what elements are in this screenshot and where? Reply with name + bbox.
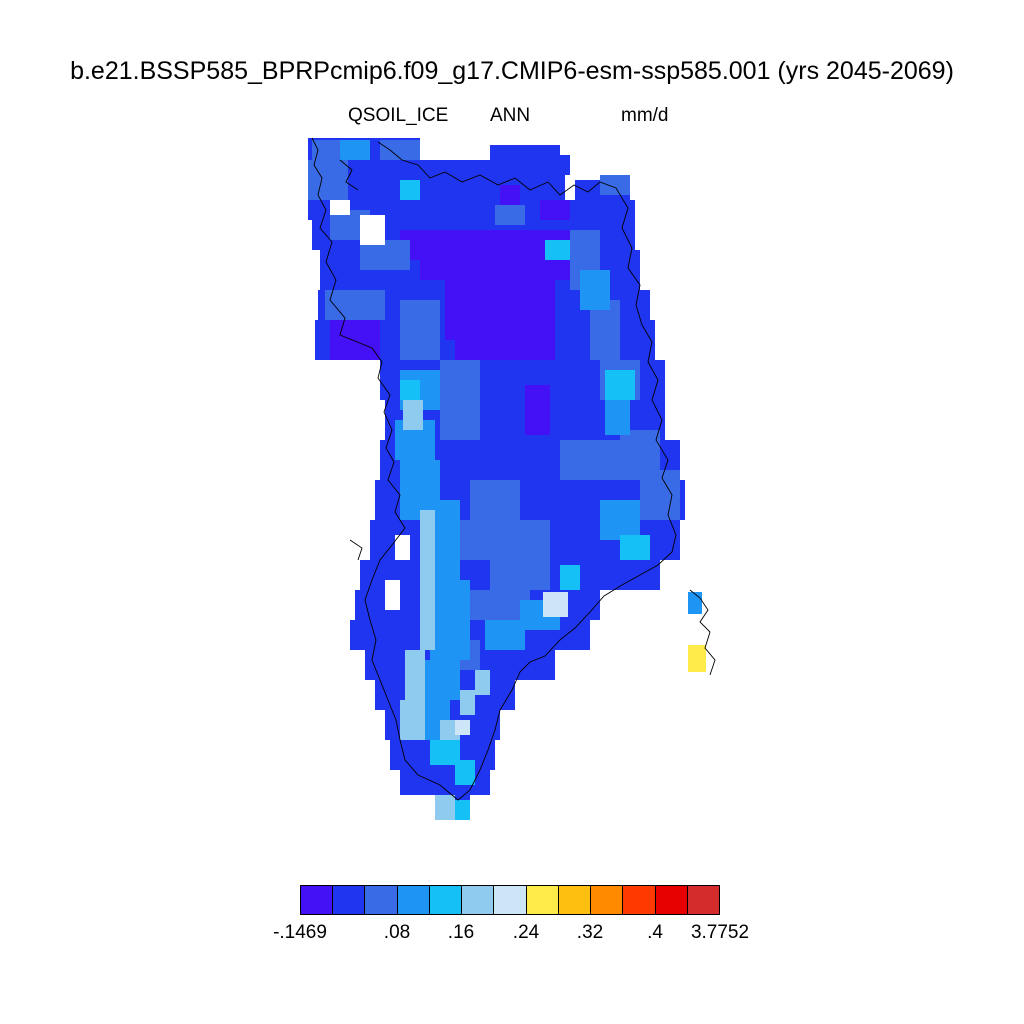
colorbar-label: .4 (647, 922, 663, 943)
map-cell (340, 140, 370, 160)
map-cell (555, 155, 570, 180)
map-cell (495, 205, 525, 225)
colorbar-swatch (429, 886, 463, 914)
map-cell (688, 645, 706, 672)
map-cell (445, 280, 555, 340)
map-cell (545, 240, 570, 260)
map-cell (435, 795, 455, 820)
map-cell (605, 395, 630, 435)
colorbar-swatch (397, 886, 430, 914)
colorbar-swatch (687, 886, 720, 914)
map-cell (420, 160, 570, 180)
map-cell (470, 480, 520, 520)
colorbar-swatch (462, 886, 495, 914)
colorbar-swatch (365, 886, 398, 914)
map-cell (500, 185, 520, 205)
map-cell (420, 660, 460, 700)
no-data-cell (330, 200, 350, 215)
colorbar-swatch (591, 886, 624, 914)
map-cell (400, 770, 490, 795)
map-cell (400, 300, 440, 360)
map-cell (620, 535, 650, 560)
coastline-segment (349, 539, 363, 561)
map-cell (420, 510, 435, 650)
no-data-cell (395, 535, 410, 560)
colorbar-label: .32 (576, 922, 604, 943)
colorbar (300, 885, 720, 915)
map-cell (543, 592, 568, 617)
map-cell (308, 160, 348, 200)
variable-label: QSOIL_ICE (348, 105, 449, 126)
map-cell (540, 200, 570, 220)
map-cell (560, 440, 620, 480)
colorbar-swatch (494, 886, 527, 914)
colorbar-swatch (301, 886, 334, 914)
map-cell (455, 720, 470, 735)
map-cell (405, 650, 425, 710)
map-cell (400, 380, 420, 400)
coastline-segment (339, 159, 359, 191)
map-cell (600, 175, 630, 195)
coastline (311, 137, 716, 801)
map-cell (560, 565, 580, 590)
map-cell (455, 760, 475, 785)
map-cell (605, 370, 635, 400)
coastline-segment (311, 137, 677, 801)
map-cells (308, 138, 706, 820)
colorbar-swatch (623, 886, 656, 914)
colorbar-swatch (333, 886, 366, 914)
map-cell (455, 800, 470, 820)
map-cell (460, 690, 475, 715)
coastline-segment (689, 589, 716, 676)
map-cell (450, 520, 550, 560)
colorbar-swatch (655, 886, 688, 914)
colorbar-label: 3.7752 (690, 922, 750, 943)
map-cell (330, 320, 380, 360)
colorbar-swatch (526, 886, 559, 914)
map-cell (525, 385, 550, 435)
colorbar-label: .08 (383, 922, 411, 943)
map-cell (400, 180, 420, 200)
map-cell (325, 290, 385, 320)
map-cell (688, 592, 702, 614)
map-cell (490, 560, 550, 590)
map-cell (430, 580, 470, 660)
colorbar-swatch (558, 886, 592, 914)
colorbar-label: -.1469 (273, 922, 327, 943)
map-cell (580, 270, 610, 310)
map-cell (308, 180, 630, 200)
colorbar-label: .16 (447, 922, 475, 943)
units-label: mm/d (621, 105, 669, 126)
plot-title: b.e21.BSSP585_BPRPcmip6.f09_g17.CMIP6-es… (70, 57, 954, 85)
map-cell (485, 620, 525, 650)
map-cell (380, 140, 420, 160)
map-cell (400, 700, 425, 740)
map-cell (600, 500, 640, 540)
no-data-cell (360, 215, 385, 245)
map-cell (455, 340, 555, 360)
colorbar-label: .24 (512, 922, 540, 943)
map-cell (490, 145, 560, 160)
map-cell (475, 670, 490, 695)
map-cell (440, 360, 480, 440)
map-cell (403, 400, 423, 430)
map-cell (312, 140, 342, 160)
season-label: ANN (490, 105, 531, 126)
no-data-cell (385, 580, 400, 610)
map-cell (640, 470, 680, 520)
